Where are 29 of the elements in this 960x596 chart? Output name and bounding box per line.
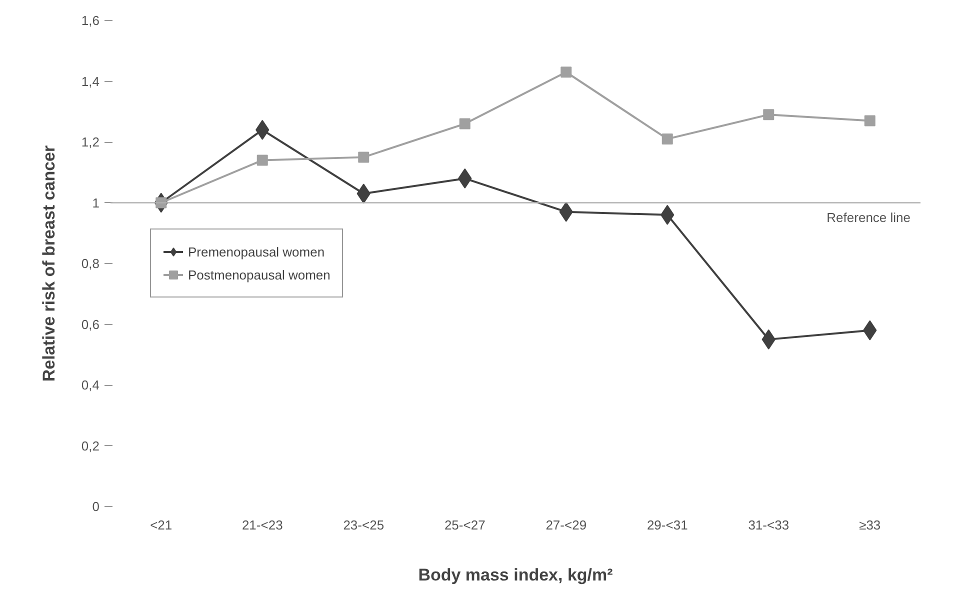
x-tick-label: ≥33 bbox=[859, 518, 881, 532]
legend-label: Postmenopausal women bbox=[188, 267, 330, 282]
x-axis-title: Body mass index, kg/m² bbox=[418, 566, 614, 584]
y-axis-title: Relative risk of breast cancer bbox=[39, 145, 58, 382]
y-tick-label: 0,8 bbox=[81, 256, 100, 271]
y-tick-label: 0,4 bbox=[81, 378, 100, 392]
point bbox=[662, 133, 673, 144]
x-tick-label: <21 bbox=[150, 518, 172, 532]
point bbox=[763, 109, 774, 120]
point bbox=[459, 118, 470, 130]
y-tick-label: 1,2 bbox=[81, 134, 100, 150]
y-tick-label: 0 bbox=[92, 499, 100, 514]
x-tick-label: 21-<23 bbox=[242, 518, 283, 532]
y-tick-label: 0,2 bbox=[81, 438, 100, 454]
x-tick-label: 25-<27 bbox=[444, 518, 486, 532]
y-tick-label: 0,6 bbox=[81, 316, 100, 332]
x-tick-label: 23-<25 bbox=[343, 518, 384, 532]
point bbox=[358, 152, 370, 163]
point bbox=[864, 115, 876, 126]
ref-line-label: Reference line bbox=[826, 210, 910, 225]
point bbox=[560, 66, 572, 78]
y-tick-label: 1,4 bbox=[81, 74, 100, 89]
point bbox=[256, 154, 268, 166]
x-tick-label: 27-<29 bbox=[546, 518, 587, 532]
x-tick-label: 29-<31 bbox=[646, 518, 688, 532]
legend-label: Premenopausal women bbox=[188, 244, 325, 259]
y-tick-label: 1 bbox=[92, 195, 100, 210]
y-tick-label: 1,6 bbox=[81, 13, 100, 28]
x-tick-label: 31-<33 bbox=[748, 518, 790, 532]
